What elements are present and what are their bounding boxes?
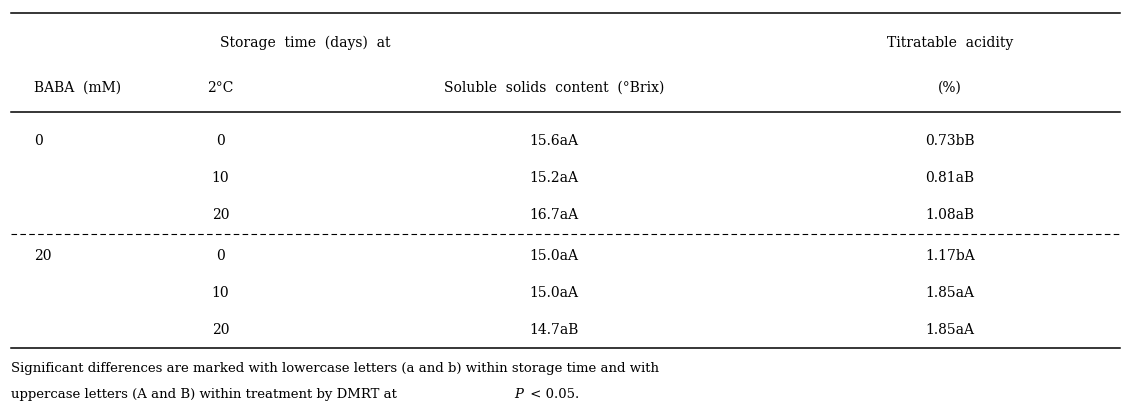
Text: < 0.05.: < 0.05. bbox=[526, 387, 579, 400]
Text: 10: 10 bbox=[211, 285, 230, 299]
Text: BABA  (mM): BABA (mM) bbox=[34, 81, 121, 95]
Text: 0: 0 bbox=[216, 134, 225, 148]
Text: 20: 20 bbox=[34, 249, 51, 263]
Text: uppercase letters (A and B) within treatment by DMRT at: uppercase letters (A and B) within treat… bbox=[11, 387, 402, 400]
Text: 2°C: 2°C bbox=[207, 81, 234, 95]
Text: 10: 10 bbox=[211, 171, 230, 185]
Text: 1.08aB: 1.08aB bbox=[925, 208, 975, 222]
Text: P: P bbox=[515, 387, 524, 400]
Text: Significant differences are marked with lowercase letters (a and b) within stora: Significant differences are marked with … bbox=[11, 362, 659, 375]
Text: 0: 0 bbox=[216, 249, 225, 263]
Text: 14.7aB: 14.7aB bbox=[529, 322, 579, 336]
Text: 15.2aA: 15.2aA bbox=[529, 171, 579, 185]
Text: 20: 20 bbox=[211, 208, 230, 222]
Text: Soluble  solids  content  (°Brix): Soluble solids content (°Brix) bbox=[444, 81, 664, 95]
Text: 15.6aA: 15.6aA bbox=[529, 134, 579, 148]
Text: 1.85aA: 1.85aA bbox=[925, 285, 975, 299]
Text: 1.85aA: 1.85aA bbox=[925, 322, 975, 336]
Text: 20: 20 bbox=[211, 322, 230, 336]
Text: 0: 0 bbox=[34, 134, 43, 148]
Text: Storage  time  (days)  at: Storage time (days) at bbox=[221, 36, 390, 50]
Text: 0.73bB: 0.73bB bbox=[925, 134, 975, 148]
Text: 15.0aA: 15.0aA bbox=[529, 285, 579, 299]
Text: (%): (%) bbox=[938, 81, 962, 95]
Text: Titratable  acidity: Titratable acidity bbox=[887, 36, 1013, 50]
Text: 16.7aA: 16.7aA bbox=[529, 208, 579, 222]
Text: 0.81aB: 0.81aB bbox=[925, 171, 975, 185]
Text: 1.17bA: 1.17bA bbox=[925, 249, 975, 263]
Text: 15.0aA: 15.0aA bbox=[529, 249, 579, 263]
